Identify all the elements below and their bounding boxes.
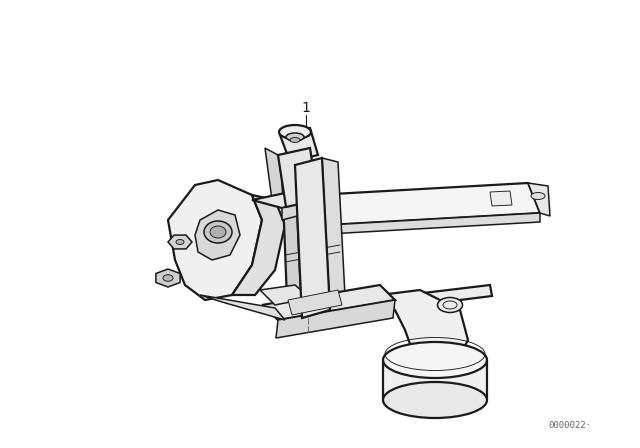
- Ellipse shape: [438, 297, 463, 313]
- Polygon shape: [252, 192, 320, 208]
- Polygon shape: [295, 158, 330, 318]
- Ellipse shape: [176, 240, 184, 245]
- Ellipse shape: [286, 133, 304, 141]
- Polygon shape: [265, 148, 286, 207]
- Text: 1: 1: [301, 101, 310, 115]
- Polygon shape: [368, 290, 468, 370]
- Polygon shape: [322, 158, 346, 315]
- Polygon shape: [383, 360, 487, 400]
- Polygon shape: [260, 285, 310, 305]
- Ellipse shape: [279, 125, 311, 139]
- Polygon shape: [278, 148, 318, 207]
- Polygon shape: [315, 183, 540, 225]
- Polygon shape: [262, 285, 395, 320]
- Polygon shape: [282, 198, 320, 220]
- Polygon shape: [156, 269, 180, 287]
- Polygon shape: [232, 195, 285, 295]
- Ellipse shape: [383, 382, 487, 418]
- Polygon shape: [168, 180, 262, 300]
- Polygon shape: [528, 183, 550, 216]
- Ellipse shape: [531, 193, 545, 199]
- Polygon shape: [200, 295, 285, 320]
- Polygon shape: [195, 210, 240, 260]
- Polygon shape: [282, 165, 302, 326]
- Text: 0000022·: 0000022·: [548, 421, 591, 430]
- Ellipse shape: [204, 221, 232, 243]
- Ellipse shape: [290, 138, 300, 142]
- Polygon shape: [276, 300, 395, 338]
- Ellipse shape: [383, 342, 487, 378]
- Polygon shape: [298, 285, 492, 320]
- Ellipse shape: [163, 275, 173, 281]
- Polygon shape: [168, 235, 192, 249]
- Polygon shape: [288, 290, 342, 315]
- Polygon shape: [280, 128, 318, 162]
- Polygon shape: [328, 213, 540, 234]
- Ellipse shape: [210, 226, 226, 238]
- Polygon shape: [490, 191, 512, 206]
